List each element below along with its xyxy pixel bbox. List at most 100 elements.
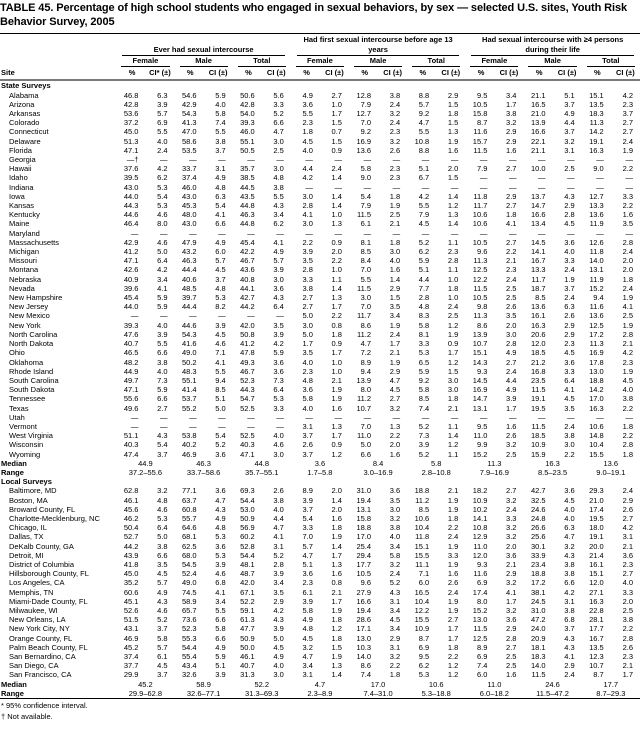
value-cell: 5.0 (215, 403, 226, 413)
value-cell: 11.5 (357, 210, 372, 220)
value-cell: 2.8 (302, 201, 313, 211)
value-cell: 44.3 (123, 201, 139, 211)
value-cell: — (479, 182, 488, 192)
value-cell: 3.7 (302, 431, 313, 441)
value-cell: 16.6 (356, 596, 372, 606)
col-subgroup-header: Total (233, 56, 291, 68)
value-cell: 8.4 (360, 256, 372, 266)
value-cell: — (160, 155, 168, 165)
value-cell: 5.7 (157, 642, 168, 652)
value-cell: 51.1 (123, 431, 139, 441)
value-cell: 1.4 (447, 191, 459, 201)
value-cell: 7.0 (360, 421, 372, 431)
value-cell: 2.4 (331, 164, 342, 174)
value-cell: — (130, 412, 139, 422)
value-cell: 4.1 (302, 210, 313, 220)
value-cell: 5.5 (418, 201, 430, 211)
value-cell: — (479, 173, 488, 183)
value-cell: — (596, 155, 604, 165)
value-cell: 3.2 (389, 513, 401, 523)
value-cell: 2.4 (506, 366, 517, 376)
value-cell: 27.9 (356, 587, 372, 597)
value-cell: 4.3 (157, 596, 168, 606)
value-cell: 1.4 (331, 670, 342, 680)
value-cell: 2.9 (506, 136, 517, 146)
value-cell: 4.9 (215, 173, 226, 183)
table-row: Arizona 42.8 3.9 42.9 4.0 42.8 3.3 3.6 1.0 7.9 2.4… (0, 100, 640, 109)
value-cell: — (596, 412, 604, 422)
value-cell: 2.3 (622, 99, 633, 109)
value-cell: 4.1 (273, 532, 284, 542)
value-cell: — (538, 412, 546, 422)
value-cell: 7.4 (215, 118, 226, 128)
value-cell: 1.2 (331, 624, 342, 634)
value-cell: 37.4 (123, 652, 139, 661)
value-cell: 2.3 (389, 127, 401, 137)
value-cell: 2.5 (389, 210, 401, 220)
value-cell: 55.7 (181, 513, 197, 523)
value-cell: 4.6 (157, 237, 168, 247)
value-cell: — (334, 412, 342, 422)
value-cell: — (276, 228, 284, 238)
value-cell: 49.3 (240, 357, 255, 367)
summary-value-cell: 3.0–16.9 (363, 467, 393, 477)
value-cell: — (334, 155, 342, 165)
col-header: CI (±) (319, 67, 349, 82)
value-cell: 1.5 (447, 118, 459, 128)
value-cell: 5.4 (215, 431, 226, 441)
value-cell: 40.3 (240, 440, 255, 450)
value-cell: — (538, 155, 546, 165)
value-cell: 1.0 (447, 293, 459, 303)
site-cell: San Bernardino, CA (9, 652, 76, 661)
value-cell: 1.7 (447, 348, 459, 358)
value-cell: 10.6 (589, 421, 604, 431)
col-header: % (348, 67, 379, 82)
value-cell: 4.3 (564, 642, 575, 652)
site-cell: Connecticut (9, 127, 49, 137)
value-cell: 46.8 (123, 90, 139, 100)
value-cell: 3.8 (157, 357, 168, 367)
value-cell: 2.5 (622, 311, 633, 321)
value-cell: 18.8 (589, 375, 604, 385)
value-cell: 42.9 (123, 237, 139, 247)
value-cell: 4.1 (564, 385, 575, 395)
value-cell: 5.1 (215, 661, 226, 671)
value-cell: 2.4 (389, 99, 401, 109)
value-cell: — (392, 228, 401, 238)
value-cell: 5.9 (157, 293, 168, 303)
col-header: % (581, 67, 611, 82)
value-cell: 3.3 (506, 513, 517, 523)
table-row: Georgia —† — — — — — — — — — — — — — — — — — (0, 155, 640, 164)
value-cell: 4.3 (564, 633, 575, 643)
value-cell: 11.2 (415, 495, 430, 505)
value-cell: 3.1 (389, 642, 401, 652)
value-cell: 6.0 (418, 578, 430, 588)
value-cell: 46.2 (123, 513, 139, 523)
value-cell: 0.9 (447, 339, 459, 349)
value-cell: 21.1 (530, 145, 546, 155)
value-cell: 2.6 (506, 431, 517, 441)
value-cell: 11.8 (589, 247, 604, 257)
value-cell: 2.7 (506, 164, 517, 174)
value-cell: 18.8 (356, 523, 372, 533)
site-cell: Ohio (9, 348, 25, 358)
value-cell: 10.5 (472, 99, 488, 109)
value-cell: 6.2 (418, 247, 430, 257)
value-cell: — (596, 182, 604, 192)
value-cell: 4.4 (506, 375, 517, 385)
value-cell: 11.8 (415, 532, 430, 542)
value-cell: 9.4 (593, 293, 604, 303)
value-cell: — (596, 173, 604, 183)
value-cell: 6.2 (418, 661, 430, 671)
value-cell: 1.0 (331, 210, 342, 220)
value-cell: 3.1 (564, 596, 575, 606)
value-cell: 1.9 (331, 385, 342, 395)
value-cell: 1.1 (447, 265, 459, 275)
value-cell: 1.3 (331, 421, 342, 431)
table-row: Arkansas 53.6 5.7 54.3 5.8 54.0 5.2 5.5 1.7 12.7 3… (0, 109, 640, 118)
value-cell: 4.6 (215, 569, 226, 579)
value-cell: 8.1 (360, 237, 372, 247)
value-cell: 3.7 (622, 109, 633, 119)
value-cell: 2.1 (622, 339, 633, 349)
table-row: San Francisco, CA 29.9 3.7 32.6 3.9 31.3 3.0 3.… (0, 670, 640, 679)
